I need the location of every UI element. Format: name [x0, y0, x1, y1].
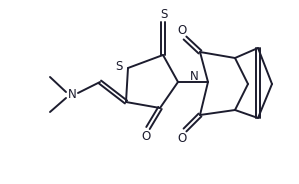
Text: N: N: [190, 70, 198, 82]
Text: O: O: [177, 132, 187, 146]
Text: O: O: [141, 130, 151, 144]
Text: N: N: [68, 89, 76, 102]
Text: S: S: [115, 61, 123, 73]
Text: S: S: [160, 8, 168, 20]
Text: O: O: [177, 24, 187, 36]
